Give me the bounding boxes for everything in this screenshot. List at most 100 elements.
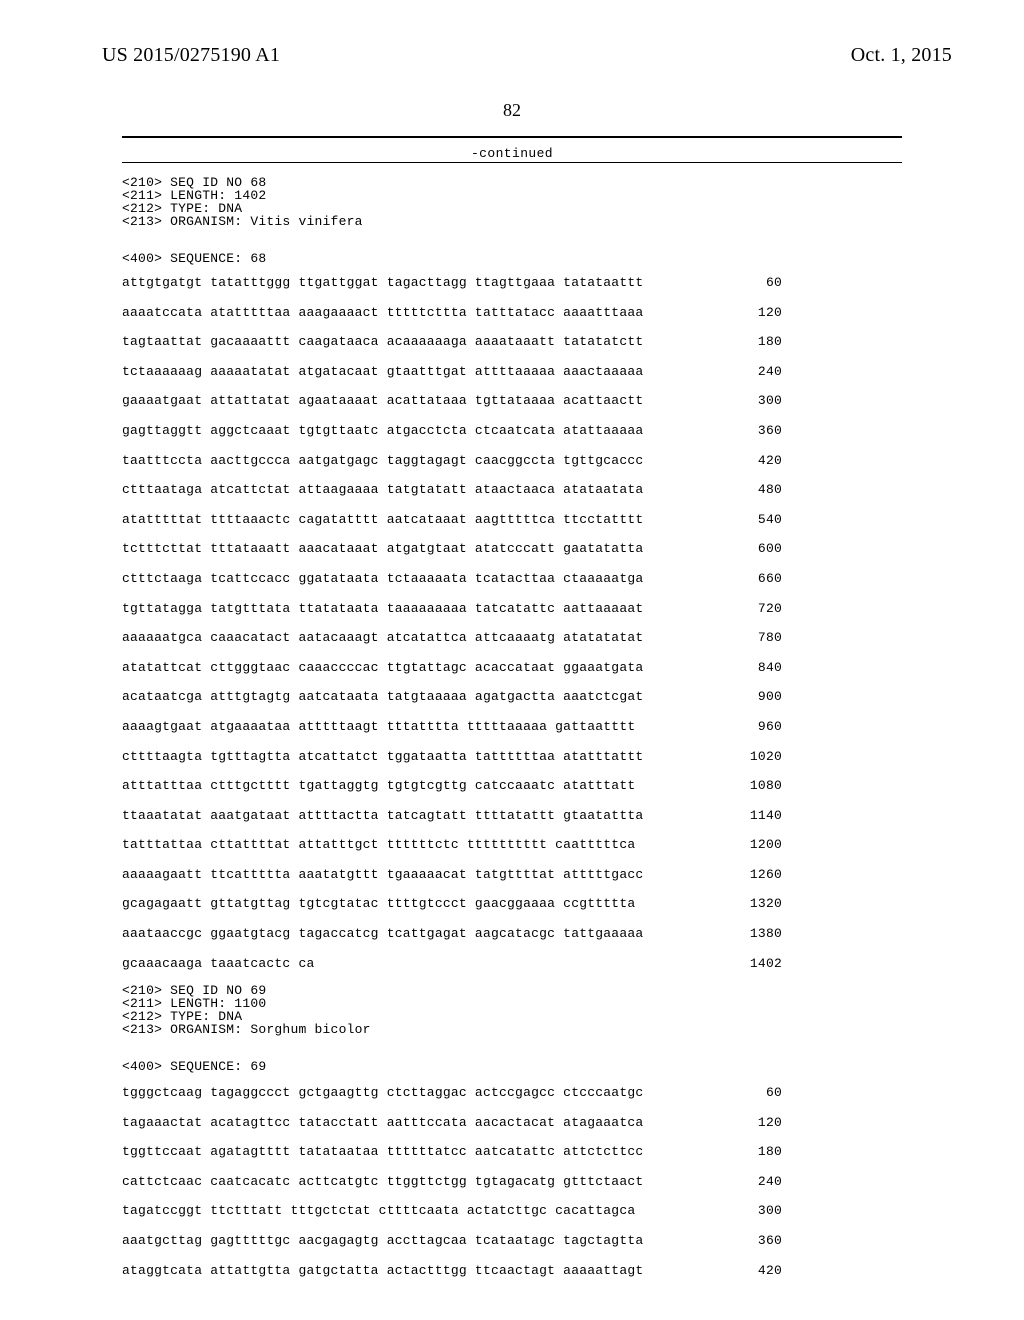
sequence-row: gcaaacaaga taaatcactc ca1402 — [122, 957, 782, 970]
sequence-position: 300 — [710, 1204, 782, 1217]
sequence-position: 360 — [710, 1234, 782, 1247]
page-number: 82 — [0, 100, 1024, 121]
sequence-row: tggttccaat agatagtttt tatataataa tttttta… — [122, 1145, 782, 1158]
seq-68-meta: <210> SEQ ID NO 68 <211> LENGTH: 1402 <2… — [122, 176, 902, 228]
sequence-row: atatattcat cttgggtaac caaaccccac ttgtatt… — [122, 661, 782, 674]
sequence-row: tatttattaa cttattttat attatttgct ttttttc… — [122, 838, 782, 851]
sequence-text: ataggtcata attattgtta gatgctatta actactt… — [122, 1264, 643, 1277]
sequence-position: 720 — [710, 602, 782, 615]
sequence-position: 1140 — [710, 809, 782, 822]
sequence-position: 420 — [710, 454, 782, 467]
sequence-row: gaaaatgaat attattatat agaataaaat acattat… — [122, 394, 782, 407]
sequence-text: acataatcga atttgtagtg aatcataata tatgtaa… — [122, 690, 643, 703]
sequence-row: aaaaaatgca caaacatact aatacaaagt atcatat… — [122, 631, 782, 644]
sequence-position: 240 — [710, 365, 782, 378]
sequence-position: 600 — [710, 542, 782, 555]
sequence-text: cttttaagta tgtttagtta atcattatct tggataa… — [122, 750, 643, 763]
seq-68-table: attgtgatgt tatatttggg ttgattggat tagactt… — [122, 276, 902, 986]
sequence-row: cattctcaac caatcacatc acttcatgtc ttggttc… — [122, 1175, 782, 1188]
sequence-row: tgggctcaag tagaggccct gctgaagttg ctcttag… — [122, 1086, 782, 1099]
sequence-row: taatttccta aacttgccca aatgatgagc taggtag… — [122, 454, 782, 467]
sequence-row: tgttatagga tatgtttata ttatataata taaaaaa… — [122, 602, 782, 615]
sequence-position: 780 — [710, 631, 782, 644]
sequence-position: 1080 — [710, 779, 782, 792]
sequence-text: attgtgatgt tatatttggg ttgattggat tagactt… — [122, 276, 643, 289]
sequence-position: 480 — [710, 483, 782, 496]
sequence-row: acataatcga atttgtagtg aatcataata tatgtaa… — [122, 690, 782, 703]
sequence-row: ttaaatatat aaatgataat attttactta tatcagt… — [122, 809, 782, 822]
sequence-position: 900 — [710, 690, 782, 703]
continued-label: -continued — [0, 146, 1024, 161]
sequence-text: atatattcat cttgggtaac caaaccccac ttgtatt… — [122, 661, 643, 674]
sequence-text: tatttattaa cttattttat attatttgct ttttttc… — [122, 838, 635, 851]
sequence-text: ctttaataga atcattctat attaagaaaa tatgtat… — [122, 483, 643, 496]
page: US 2015/0275190 A1 Oct. 1, 2015 82 -cont… — [0, 0, 1024, 1320]
sequence-text: gcagagaatt gttatgttag tgtcgtatac ttttgtc… — [122, 897, 635, 910]
sequence-row: aaataaccgc ggaatgtacg tagaccatcg tcattga… — [122, 927, 782, 940]
sequence-text: aaatgcttag gagtttttgc aacgagagtg accttag… — [122, 1234, 643, 1247]
sequence-position: 120 — [710, 1116, 782, 1129]
sequence-text: tagaaactat acatagttcc tatacctatt aatttcc… — [122, 1116, 643, 1129]
sequence-text: gagttaggtt aggctcaaat tgtgttaatc atgacct… — [122, 424, 643, 437]
sequence-text: tctttcttat tttataaatt aaacataaat atgatgt… — [122, 542, 643, 555]
sequence-position: 420 — [710, 1264, 782, 1277]
sequence-text: tctaaaaaag aaaaatatat atgatacaat gtaattt… — [122, 365, 643, 378]
sequence-position: 660 — [710, 572, 782, 585]
sequence-text: tgggctcaag tagaggccct gctgaagttg ctcttag… — [122, 1086, 643, 1099]
seq-69-sequence-label: <400> SEQUENCE: 69 — [122, 1060, 902, 1073]
sequence-row: ctttctaaga tcattccacc ggatataata tctaaaa… — [122, 572, 782, 585]
sequence-text: tggttccaat agatagtttt tatataataa tttttta… — [122, 1145, 643, 1158]
seq-68-sequence-label: <400> SEQUENCE: 68 — [122, 252, 902, 265]
sequence-position: 1200 — [710, 838, 782, 851]
sequence-row: tagtaattat gacaaaattt caagataaca acaaaaa… — [122, 335, 782, 348]
sequence-position: 120 — [710, 306, 782, 319]
rule-top — [122, 136, 902, 138]
sequence-position: 180 — [710, 1145, 782, 1158]
sequence-text: gcaaacaaga taaatcactc ca — [122, 957, 728, 970]
sequence-row: ctttaataga atcattctat attaagaaaa tatgtat… — [122, 483, 782, 496]
sequence-position: 960 — [710, 720, 782, 733]
sequence-position: 540 — [710, 513, 782, 526]
seq-69-table: tgggctcaag tagaggccct gctgaagttg ctcttag… — [122, 1086, 902, 1293]
sequence-position: 60 — [710, 276, 782, 289]
sequence-position: 240 — [710, 1175, 782, 1188]
sequence-text: aaaagtgaat atgaaaataa atttttaagt tttattt… — [122, 720, 635, 733]
publication-number: US 2015/0275190 A1 — [102, 44, 280, 67]
sequence-row: tagaaactat acatagttcc tatacctatt aatttcc… — [122, 1116, 782, 1129]
sequence-position: 1260 — [710, 868, 782, 881]
sequence-row: gagttaggtt aggctcaaat tgtgttaatc atgacct… — [122, 424, 782, 437]
sequence-text: ctttctaaga tcattccacc ggatataata tctaaaa… — [122, 572, 643, 585]
sequence-text: aaaaaatgca caaacatact aatacaaagt atcatat… — [122, 631, 643, 644]
rule-mid — [122, 162, 902, 163]
sequence-row: tctttcttat tttataaatt aaacataaat atgatgt… — [122, 542, 782, 555]
sequence-row: aaatgcttag gagtttttgc aacgagagtg accttag… — [122, 1234, 782, 1247]
sequence-text: cattctcaac caatcacatc acttcatgtc ttggttc… — [122, 1175, 643, 1188]
sequence-position: 300 — [710, 394, 782, 407]
sequence-position: 180 — [710, 335, 782, 348]
sequence-text: ttaaatatat aaatgataat attttactta tatcagt… — [122, 809, 643, 822]
running-header: US 2015/0275190 A1 Oct. 1, 2015 — [0, 44, 1024, 67]
sequence-text: gaaaatgaat attattatat agaataaaat acattat… — [122, 394, 643, 407]
sequence-text: tgttatagga tatgtttata ttatataata taaaaaa… — [122, 602, 643, 615]
sequence-row: atttatttaa ctttgctttt tgattaggtg tgtgtcg… — [122, 779, 782, 792]
sequence-position: 840 — [710, 661, 782, 674]
sequence-row: ataggtcata attattgtta gatgctatta actactt… — [122, 1264, 782, 1277]
sequence-row: aaaaagaatt ttcattttta aaatatgttt tgaaaaa… — [122, 868, 782, 881]
sequence-text: tagatccggt ttctttatt tttgctctat cttttcaa… — [122, 1204, 635, 1217]
sequence-position: 1402 — [728, 957, 782, 970]
sequence-position: 360 — [710, 424, 782, 437]
sequence-row: gcagagaatt gttatgttag tgtcgtatac ttttgtc… — [122, 897, 782, 910]
seq-69-meta: <210> SEQ ID NO 69 <211> LENGTH: 1100 <2… — [122, 984, 902, 1036]
sequence-position: 60 — [710, 1086, 782, 1099]
sequence-position: 1320 — [710, 897, 782, 910]
sequence-text: atatttttat ttttaaactc cagatatttt aatcata… — [122, 513, 643, 526]
sequence-row: atatttttat ttttaaactc cagatatttt aatcata… — [122, 513, 782, 526]
sequence-row: aaaagtgaat atgaaaataa atttttaagt tttattt… — [122, 720, 782, 733]
sequence-row: tctaaaaaag aaaaatatat atgatacaat gtaattt… — [122, 365, 782, 378]
sequence-text: atttatttaa ctttgctttt tgattaggtg tgtgtcg… — [122, 779, 635, 792]
sequence-text: aaataaccgc ggaatgtacg tagaccatcg tcattga… — [122, 927, 643, 940]
sequence-row: tagatccggt ttctttatt tttgctctat cttttcaa… — [122, 1204, 782, 1217]
sequence-row: cttttaagta tgtttagtta atcattatct tggataa… — [122, 750, 782, 763]
publication-date: Oct. 1, 2015 — [851, 44, 952, 67]
sequence-text: aaaatccata atatttttaa aaagaaaact tttttct… — [122, 306, 643, 319]
